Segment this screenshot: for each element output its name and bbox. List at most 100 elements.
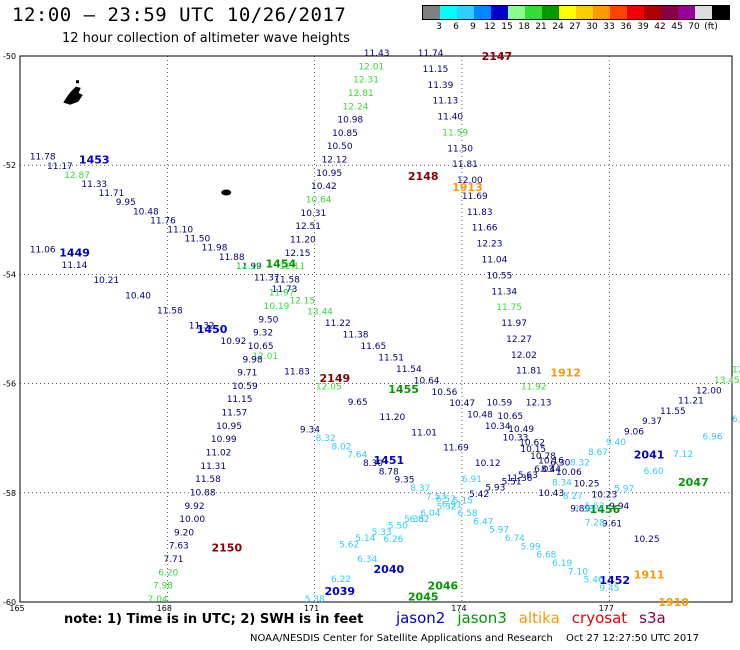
swh-value: 6.34: [357, 555, 377, 565]
swh-value: 11.57: [221, 409, 247, 419]
legend-label: 45: [671, 22, 683, 32]
page-subtitle: 12 hour collection of altimeter wave hei…: [62, 31, 350, 46]
swh-value: 6.20: [158, 568, 178, 578]
swh-value: 10.15: [520, 445, 546, 455]
swh-value: 6.91: [462, 475, 482, 485]
swh-value: 12.31: [353, 76, 379, 86]
swh-value: 6.57: [436, 495, 456, 505]
pass-time-label: 2047: [678, 476, 709, 489]
swh-value: 11.65: [360, 342, 386, 352]
swh-value: 11.74: [418, 49, 444, 59]
swh-value: 12.11: [279, 262, 305, 272]
swh-value: 6.47: [473, 517, 493, 527]
legend-swatch: [457, 6, 474, 19]
swh-value: 6.04: [420, 509, 440, 519]
legend-swatch: [661, 6, 678, 19]
swh-value: 11.04: [482, 255, 508, 265]
lat-tick-label: -56: [3, 380, 16, 389]
swh-value: 10.85: [332, 129, 358, 139]
swh-value: 10.42: [311, 182, 337, 192]
lon-tick-label: 171: [304, 604, 319, 613]
swh-value: 7.63: [169, 542, 189, 552]
footer: NOAA/NESDIS Center for Satellite Applica…: [250, 633, 699, 644]
legend-label: 3: [436, 22, 442, 32]
lat-lon-grid: [19, 55, 732, 603]
swh-value: 11.58: [195, 475, 221, 485]
legend-label: 6: [453, 22, 459, 32]
pass-time-label: 1456: [590, 503, 621, 516]
swh-value: 11.99: [236, 262, 262, 272]
legend-swatch: [695, 6, 712, 19]
legend-swatch: [644, 6, 661, 19]
swh-value: 5.97: [489, 526, 509, 536]
swh-value: 8.27: [563, 492, 583, 502]
swh-value: 7.12: [673, 450, 693, 460]
legend-swatch: [559, 6, 576, 19]
swh-value: 12.27: [506, 335, 532, 345]
legend-swatch: [542, 6, 559, 19]
pass-time-label: 1450: [197, 323, 228, 336]
pass-time-label: 1455: [388, 383, 419, 396]
swh-value: 6.03: [534, 465, 554, 475]
swh-value: 12.15: [285, 249, 311, 259]
swh-value: 11.92: [521, 383, 547, 393]
swh-value: 12.23: [477, 240, 503, 250]
pass-time-label: 1911: [634, 569, 665, 582]
swh-value: 5.32: [437, 503, 457, 513]
pass-time-label: 2149: [320, 372, 351, 385]
swh-value: 10.50: [327, 142, 353, 152]
swh-value: 8.67: [588, 448, 608, 458]
pass-time-label: 2045: [408, 591, 439, 604]
swh-value: 10.19: [264, 302, 290, 312]
swh-value: 10.48: [467, 411, 493, 421]
swh-value: 10.95: [216, 422, 242, 432]
swh-value: 7.04: [148, 595, 168, 605]
swh-value: 8.78: [379, 467, 399, 477]
legend-swatch: [593, 6, 610, 19]
swh-value: 9.50: [258, 315, 278, 325]
swh-value: 7.64: [347, 451, 367, 461]
legend-label: 42: [654, 22, 666, 32]
swh-value: 12.00: [457, 176, 483, 186]
swh-value: 10.31: [300, 209, 326, 219]
swh-value: 10.16: [538, 456, 564, 466]
swh-value: 12: [732, 366, 740, 376]
swh-value: 6.26: [383, 535, 403, 545]
legend-swatch: [423, 6, 440, 19]
islands: [63, 80, 232, 196]
swh-value: 11.54: [396, 365, 422, 375]
swh-value: 10.34: [485, 422, 511, 432]
swh-value: 9.20: [174, 528, 194, 538]
legend-label: (ft): [704, 22, 718, 32]
swh-value: 5.62: [339, 540, 359, 550]
swh-value: 11.21: [678, 397, 704, 407]
swh-value: 11.50: [447, 144, 473, 154]
swh-value: 9.65: [348, 398, 368, 408]
swh-value: 5.38: [305, 595, 325, 605]
swh-value: 11.69: [443, 444, 469, 454]
swh-value: 11.97: [501, 319, 527, 329]
legend-label: 21: [535, 22, 547, 32]
swh-value: 11.75: [496, 303, 522, 313]
swh-value: 12.87: [64, 171, 90, 181]
legend-label: 33: [603, 22, 615, 32]
swh-value: 11.14: [62, 261, 88, 271]
swh-value: 9.37: [642, 417, 662, 427]
legend-swatch: [610, 6, 627, 19]
swh-value: 11.38: [343, 331, 369, 341]
swh-value: 11.37: [254, 273, 280, 283]
swh-value: 11.22: [325, 319, 351, 329]
swh-value: 11.15: [423, 65, 449, 75]
lat-tick-label: -60: [3, 598, 16, 607]
satellite-name-cryosat: cryosat: [571, 609, 628, 627]
swh-value: 11.01: [411, 428, 437, 438]
swh-value: 11.31: [200, 462, 226, 472]
swh-value: 5.14: [355, 534, 375, 544]
swh-value: 7.10: [568, 567, 588, 577]
swh-value: 5.35: [404, 515, 424, 525]
swh-value: 6.58: [458, 509, 478, 519]
pass-time-label: 1454: [266, 257, 297, 270]
pass-time-label: 1452: [599, 574, 630, 587]
swh-value: 12.15: [289, 296, 315, 306]
swh-value: 10.25: [634, 535, 660, 545]
